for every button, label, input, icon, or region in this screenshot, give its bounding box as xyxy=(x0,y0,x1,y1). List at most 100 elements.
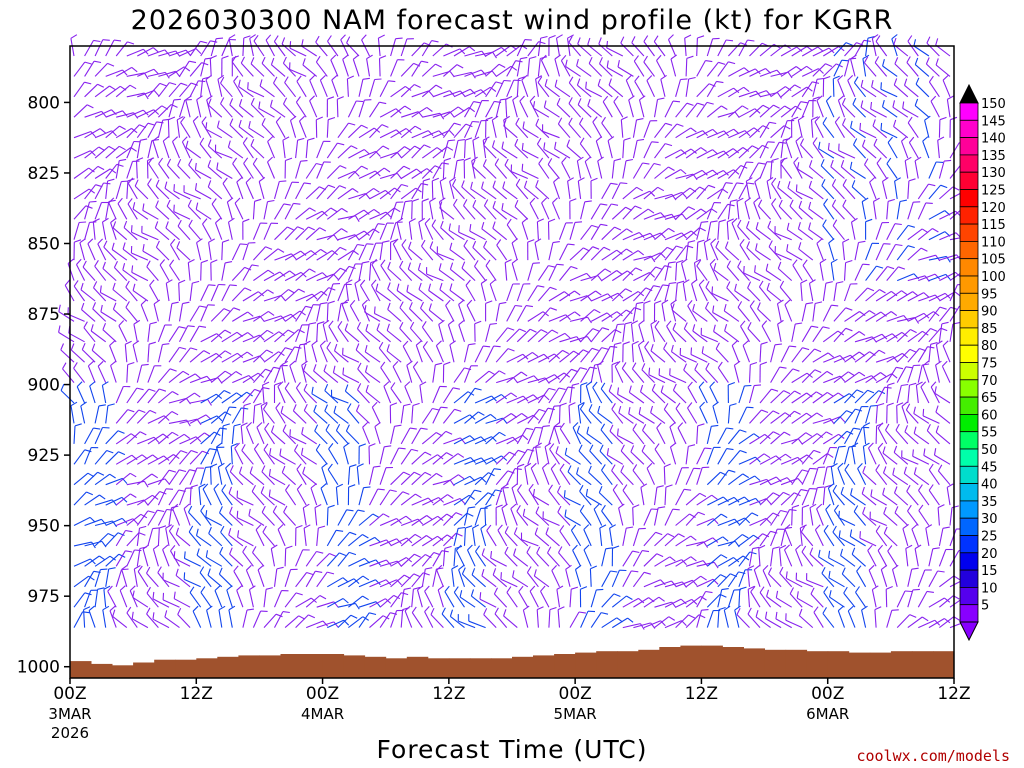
wind-barb xyxy=(650,319,658,342)
wind-barb xyxy=(152,136,159,159)
wind-barb xyxy=(812,63,833,77)
wind-barb xyxy=(453,123,473,139)
wind-barb xyxy=(643,35,655,57)
wind-barb xyxy=(785,571,803,588)
wind-barb xyxy=(87,360,96,383)
colorbar-label: 60 xyxy=(981,408,998,423)
wind-barb xyxy=(590,177,598,199)
wind-barb xyxy=(284,288,306,302)
wind-barb xyxy=(474,492,495,506)
wind-barb xyxy=(871,34,879,57)
wind-barb xyxy=(305,620,329,629)
wind-barb xyxy=(738,569,753,587)
wind-barb xyxy=(173,591,191,608)
wind-barb xyxy=(779,280,793,302)
wind-barb xyxy=(536,137,550,159)
wind-barb xyxy=(236,176,244,200)
wind-barb xyxy=(527,239,535,261)
wind-barb xyxy=(706,446,721,465)
wind-barb xyxy=(112,221,128,241)
wind-barb xyxy=(447,319,455,342)
wind-barb xyxy=(622,250,645,261)
wind-barb xyxy=(865,265,884,281)
wind-barb xyxy=(759,161,774,179)
wind-barb xyxy=(115,41,135,57)
wind-barb xyxy=(168,433,191,445)
wind-barb xyxy=(472,524,480,546)
wind-barb xyxy=(633,190,656,200)
wind-barb xyxy=(305,227,327,241)
wind-barb xyxy=(600,382,613,404)
wind-barb xyxy=(108,197,117,220)
wind-barb xyxy=(326,207,348,220)
wind-barb xyxy=(822,281,833,302)
wind-barb xyxy=(672,322,687,343)
wind-barb xyxy=(700,327,719,343)
wind-barb xyxy=(654,533,675,547)
wind-barb xyxy=(400,427,417,445)
wind-barb xyxy=(154,221,170,241)
wind-barb xyxy=(808,201,824,220)
wind-barb xyxy=(200,415,223,424)
wind-barb xyxy=(737,301,750,322)
wind-barb xyxy=(791,454,813,465)
wind-barb xyxy=(387,261,402,282)
wind-barb xyxy=(843,259,853,281)
wind-barb xyxy=(675,127,697,139)
wind-barb xyxy=(94,145,116,159)
wind-barb xyxy=(759,431,780,445)
wind-barb xyxy=(99,285,117,302)
terrain-bar xyxy=(933,651,955,678)
wind-barb xyxy=(162,544,170,567)
wind-barb xyxy=(503,609,518,629)
wind-barb xyxy=(218,506,233,526)
wind-barb xyxy=(326,142,345,159)
wind-barb xyxy=(744,197,752,220)
wind-barb xyxy=(791,432,813,445)
wind-barb xyxy=(399,321,413,343)
wind-barb xyxy=(474,507,488,526)
wind-barb xyxy=(269,99,286,118)
wind-barb xyxy=(600,423,613,445)
wind-barb xyxy=(696,494,718,506)
wind-barb xyxy=(654,320,666,343)
wind-barb xyxy=(152,544,160,567)
y-tick-label: 875 xyxy=(28,305,60,325)
wind-barb xyxy=(409,321,423,343)
wind-barb xyxy=(136,473,158,486)
wind-barb xyxy=(854,310,876,322)
wind-barb xyxy=(501,141,518,159)
wind-barb xyxy=(599,444,613,465)
wind-barb xyxy=(125,280,138,302)
wind-barb xyxy=(122,263,138,282)
wind-barb xyxy=(664,533,685,547)
wind-barb xyxy=(637,340,645,363)
wind-barb xyxy=(834,116,845,138)
wind-barb xyxy=(458,564,466,587)
wind-barb xyxy=(183,503,191,526)
wind-barb xyxy=(767,220,782,241)
wind-barb xyxy=(221,239,230,261)
wind-barb xyxy=(285,484,297,506)
wind-barb xyxy=(728,534,749,547)
wind-barb xyxy=(84,589,98,608)
wind-barb xyxy=(342,347,360,363)
wind-barb xyxy=(260,486,275,506)
wind-barb xyxy=(537,387,556,404)
wind-barb xyxy=(210,370,232,384)
wind-barb xyxy=(284,181,299,200)
wind-barb xyxy=(749,300,761,322)
wind-barb xyxy=(326,96,335,118)
wind-barb xyxy=(342,54,349,77)
wind-barb xyxy=(295,524,303,546)
wind-barb xyxy=(816,503,824,526)
wind-barb xyxy=(111,242,128,261)
wind-barb xyxy=(147,388,167,404)
wind-barb xyxy=(875,265,895,281)
wind-barb xyxy=(554,79,571,98)
wind-barb xyxy=(504,259,512,281)
wind-barb xyxy=(242,218,250,240)
wind-barb xyxy=(801,325,819,343)
wind-barb xyxy=(245,421,254,445)
wind-barb xyxy=(504,526,518,547)
